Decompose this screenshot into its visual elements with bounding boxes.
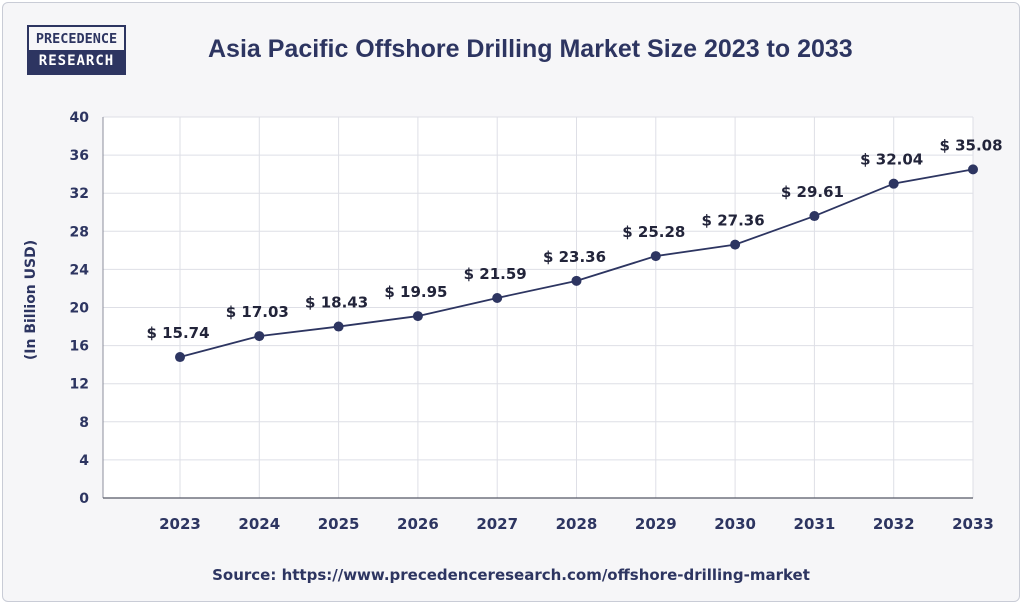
data-label: $ 27.36 — [702, 212, 765, 230]
logo-bottom-text: RESEARCH — [29, 50, 124, 73]
data-point — [254, 331, 265, 342]
brand-logo: PRECEDENCE RESEARCH — [27, 25, 126, 75]
x-tick-label: 2028 — [556, 515, 598, 533]
x-tick-label: 2024 — [238, 515, 280, 533]
y-tick-label: 12 — [70, 377, 89, 393]
x-tick-label: 2033 — [952, 515, 994, 533]
x-tick-label: 2032 — [873, 515, 915, 533]
y-tick-label: 40 — [70, 110, 90, 126]
x-tick-label: 2027 — [476, 515, 518, 533]
data-point — [571, 275, 582, 286]
x-tick-label: 2031 — [794, 515, 836, 533]
y-tick-label: 4 — [79, 453, 89, 469]
data-point — [175, 352, 185, 363]
data-point — [888, 178, 899, 189]
data-label: $ 15.74 — [146, 324, 209, 342]
data-point — [968, 164, 978, 175]
y-tick-label: 8 — [79, 415, 89, 431]
data-label: $ 19.95 — [384, 283, 447, 301]
data-label: $ 32.04 — [860, 151, 923, 169]
source-note: Source: https://www.precedenceresearch.c… — [212, 566, 810, 584]
data-point — [809, 211, 820, 222]
data-label: $ 35.08 — [939, 136, 1002, 154]
data-label: $ 25.28 — [622, 223, 685, 241]
chart-title: Asia Pacific Offshore Drilling Market Si… — [208, 35, 853, 63]
logo-top-text: PRECEDENCE — [35, 31, 118, 47]
data-label: $ 29.61 — [781, 183, 844, 201]
y-tick-label: 24 — [70, 262, 90, 278]
data-label: $ 18.43 — [305, 294, 368, 312]
x-tick-label: 2026 — [397, 515, 439, 533]
data-label: $ 17.03 — [226, 303, 289, 321]
data-point — [412, 311, 423, 322]
x-tick-label: 2023 — [159, 515, 201, 533]
y-axis-title: (In Billion USD) — [23, 240, 39, 360]
y-tick-label: 0 — [79, 491, 89, 507]
data-point — [492, 292, 503, 303]
y-tick-label: 28 — [70, 224, 89, 240]
x-tick-label: 2029 — [635, 515, 677, 533]
x-tick-label: 2030 — [714, 515, 756, 533]
data-point — [730, 239, 741, 250]
data-point — [650, 251, 661, 262]
y-tick-label: 36 — [70, 148, 89, 164]
data-label: $ 21.59 — [464, 265, 527, 283]
y-tick-label: 20 — [70, 301, 90, 317]
data-label: $ 23.36 — [543, 248, 606, 266]
y-tick-label: 16 — [70, 339, 89, 355]
x-tick-label: 2025 — [318, 515, 360, 533]
y-tick-label: 32 — [70, 186, 89, 202]
data-point — [333, 321, 344, 332]
